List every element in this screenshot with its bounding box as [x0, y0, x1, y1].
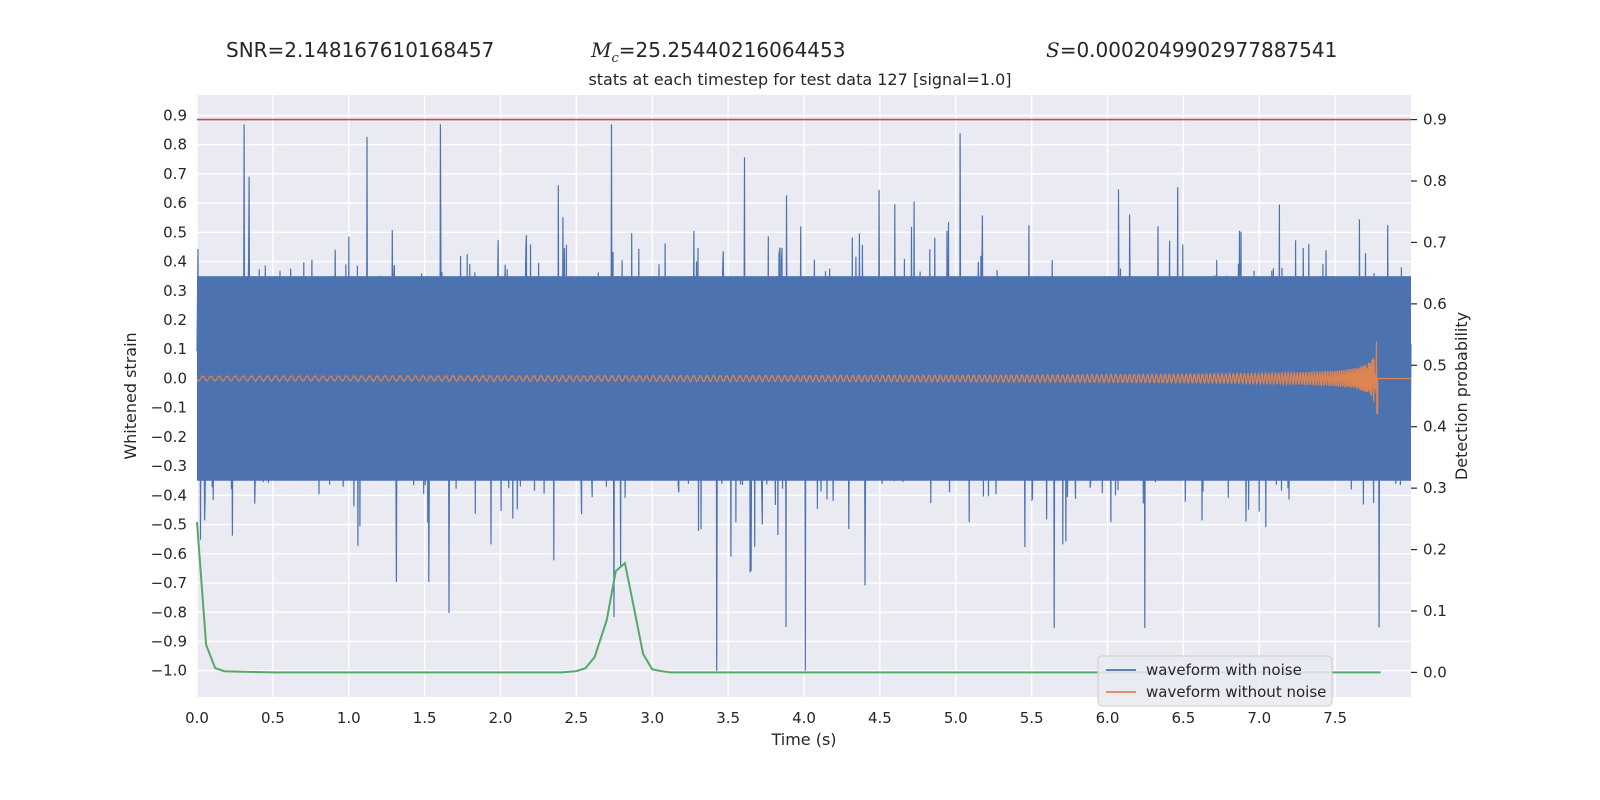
y2-tick-label: 0.4	[1423, 418, 1447, 436]
y-tick-label: −1.0	[151, 662, 187, 680]
clean-waveform-line	[196, 341, 1411, 415]
probability-line	[196, 521, 1381, 674]
legend-box	[1097, 655, 1333, 707]
y-tick-label: 0.6	[163, 194, 187, 212]
y2-tick-label: 0.6	[1423, 295, 1447, 313]
x-tick-label: 0.5	[261, 709, 285, 727]
chirp-mass-subscript: c	[611, 51, 619, 66]
x-tick-label: 5.5	[1020, 709, 1044, 727]
x-tick-label: 2.5	[564, 709, 588, 727]
snr-text: SNR=2.148167610168457	[226, 38, 495, 62]
x-tick-label: 7.0	[1247, 709, 1271, 727]
x-tick-label: 3.0	[640, 709, 664, 727]
y-tick-label: −0.3	[151, 457, 187, 475]
y-tick-label: −0.1	[151, 399, 187, 417]
chirp-mass-symbol: M	[591, 38, 612, 62]
noisy-waveform-core	[197, 276, 1411, 481]
x-tick-label: 0.0	[185, 709, 209, 727]
snr-stat: SNR=2.148167610168457	[226, 38, 494, 62]
y-tick-label: 0.4	[163, 253, 187, 271]
legend: waveform with noise waveform without nois…	[1097, 655, 1333, 707]
y-tick-label: 0.9	[163, 106, 187, 124]
x-axis-ticks: 0.0 0.5 1.0 1.5 2.0 2.5 3.0 3.5 4.0 4.5 5.0 5.5 6.0 6…	[185, 709, 1347, 727]
y2-tick-label: 0.7	[1423, 233, 1447, 251]
y-tick-label: 0.5	[163, 223, 187, 241]
x-tick-label: 6.0	[1096, 709, 1120, 727]
y2-tick-label: 0.3	[1423, 479, 1447, 497]
y-axis-ticks: 0.9 0.8 0.7 0.6 0.5 0.4 0.3 0.2 0.1 0.0 −0.1 −0.2 −0…	[151, 106, 187, 679]
x-tick-label: 3.5	[716, 709, 740, 727]
y2-tick-label: 0.2	[1423, 541, 1447, 559]
x-tick-label: 1.0	[337, 709, 361, 727]
x-tick-label: 2.0	[489, 709, 513, 727]
y-tick-label: −0.7	[151, 574, 187, 592]
y2-tick-label: 0.0	[1423, 663, 1447, 681]
s-value: =0.0002049902977887541	[1059, 38, 1338, 62]
y2-tick-label: 0.8	[1423, 172, 1447, 190]
y-axis-label: Whitened strain	[121, 332, 140, 459]
y-tick-label: −0.2	[151, 428, 187, 446]
legend-label: waveform without noise	[1146, 683, 1326, 701]
y-tick-label: −0.6	[151, 545, 187, 563]
y2-axis-label: Detection probability	[1452, 312, 1471, 480]
y-tick-label: 0.1	[163, 340, 187, 358]
x-tick-label: 1.5	[413, 709, 437, 727]
s-symbol: S	[1046, 38, 1060, 62]
x-tick-label: 4.5	[868, 709, 892, 727]
clean-waveform-series	[196, 341, 1411, 415]
y2-tick-label: 0.9	[1423, 111, 1447, 129]
y2-axis-ticks: 0.9 0.8 0.7 0.6 0.5 0.4 0.3 0.2 0.1 0.0	[1411, 111, 1447, 681]
x-tick-label: 4.0	[792, 709, 816, 727]
y2-tick-label: 0.1	[1423, 602, 1447, 620]
y-tick-label: 0.2	[163, 311, 187, 329]
chirp-mass-value: =25.25440216064453	[618, 38, 846, 62]
y-tick-label: −0.9	[151, 632, 187, 650]
y-tick-label: −0.5	[151, 516, 187, 534]
chart-title: stats at each timestep for test data 127…	[588, 70, 1012, 89]
legend-label: waveform with noise	[1146, 661, 1302, 679]
s-stat: S=0.0002049902977887541	[1046, 38, 1337, 62]
y-tick-label: 0.3	[163, 282, 187, 300]
noisy-waveform-series	[196, 124, 1412, 671]
y-tick-label: −0.4	[151, 486, 187, 504]
y-tick-label: 0.7	[163, 165, 187, 183]
probability-series	[196, 521, 1381, 674]
y-tick-label: 0.0	[163, 369, 187, 387]
x-tick-label: 5.0	[944, 709, 968, 727]
x-axis-label: Time (s)	[770, 730, 836, 749]
y2-tick-label: 0.5	[1423, 356, 1447, 374]
x-tick-label: 6.5	[1171, 709, 1195, 727]
y-tick-label: −0.8	[151, 603, 187, 621]
x-tick-label: 7.5	[1323, 709, 1347, 727]
chirp-mass-stat: Mc=25.25440216064453	[591, 38, 845, 66]
y-tick-label: 0.8	[163, 136, 187, 154]
